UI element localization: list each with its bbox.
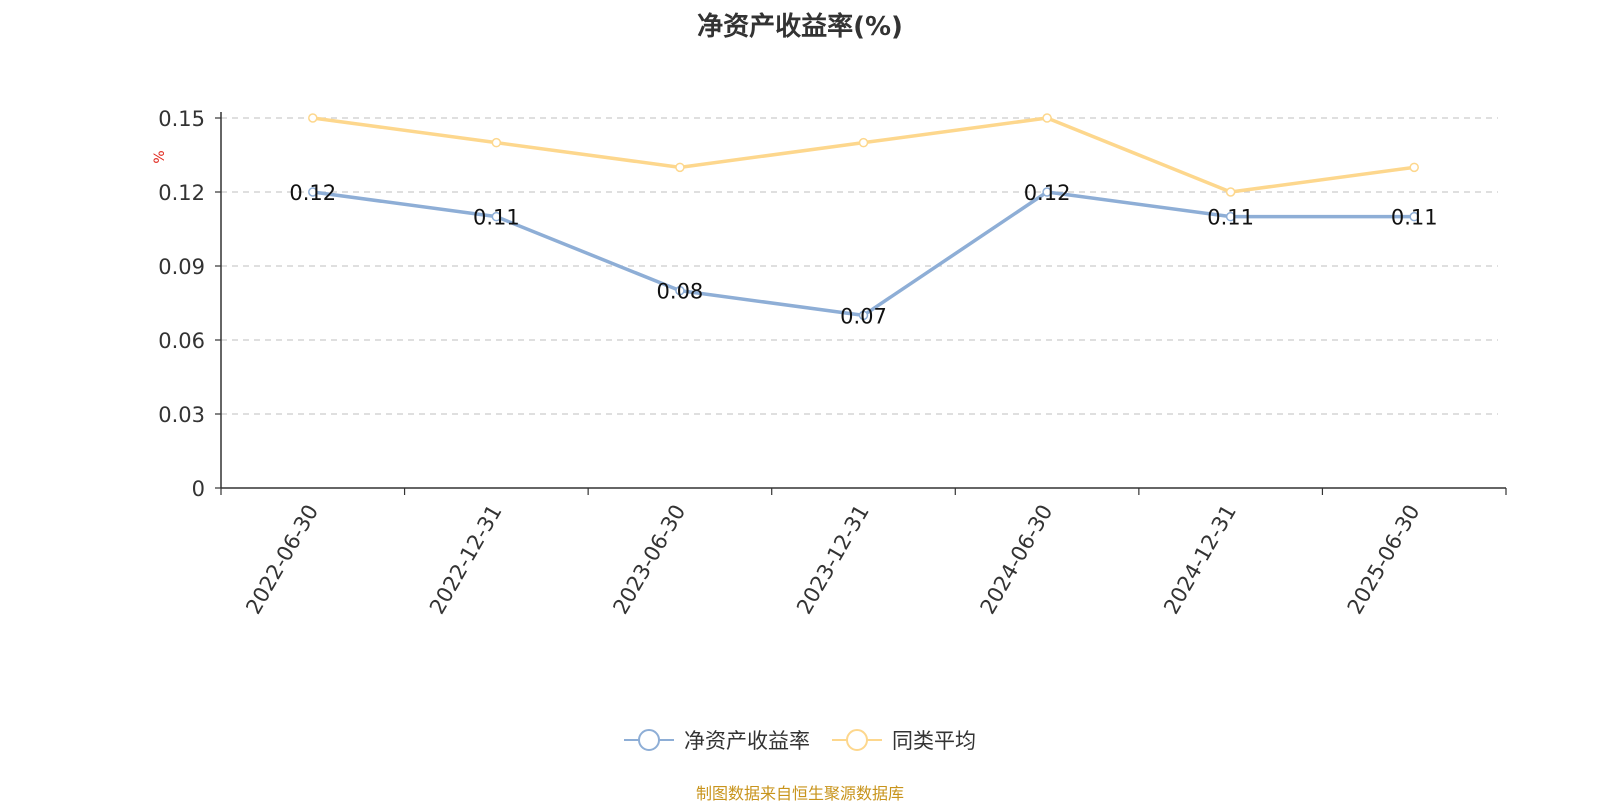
x-tick-label: 2023-06-30 [608, 501, 690, 619]
data-label: 0.08 [657, 280, 704, 304]
data-point-series-1 [858, 137, 869, 148]
data-label: 0.11 [1207, 206, 1254, 230]
data-point-series-1 [308, 113, 318, 123]
x-tick-label: 2022-12-31 [425, 501, 507, 619]
data-label: 0.12 [1024, 181, 1071, 205]
data-point-series-1 [1409, 162, 1419, 173]
y-tick-label: 0.03 [158, 403, 205, 427]
data-point-series-0 [1225, 211, 1236, 222]
legend-swatch-peer-average [832, 729, 882, 751]
data-point-series-0 [858, 310, 869, 321]
data-point-series-0 [491, 211, 502, 222]
y-tick-label: 0.12 [158, 181, 205, 205]
y-tick-label: 0 [192, 477, 205, 501]
chart-title: 净资产收益率(%) [697, 12, 903, 42]
series-line-1 [312, 116, 1415, 194]
data-label: 0.11 [1391, 206, 1438, 230]
y-tick-label: 0.09 [158, 255, 205, 279]
legend-item-peer-average[interactable]: 同类平均 [832, 725, 976, 755]
data-point-series-0 [308, 187, 318, 197]
data-label: 0.07 [840, 304, 887, 328]
data-point-series-0 [1042, 187, 1052, 197]
x-tick-label: 2025-06-30 [1343, 501, 1425, 619]
legend-swatch-roe [624, 729, 674, 751]
y-axis-label: % [152, 150, 168, 163]
data-point-series-1 [1225, 187, 1236, 197]
y-tick-label: 0.15 [158, 107, 205, 131]
legend-label-roe: 净资产收益率 [684, 729, 810, 753]
x-tick-label: 2024-12-31 [1159, 501, 1241, 619]
legend-label-peer-average: 同类平均 [892, 729, 976, 753]
x-tick-label: 2022-06-30 [241, 501, 323, 619]
x-tick-label: 2023-12-31 [792, 501, 874, 619]
x-tick-label: 2024-06-30 [976, 501, 1058, 619]
data-point-series-0 [1409, 211, 1419, 222]
chart-legend: 净资产收益率 同类平均 [0, 725, 1600, 755]
y-tick-label: 0.06 [158, 329, 205, 353]
data-label: 0.11 [473, 206, 520, 230]
data-source-note: 制图数据来自恒生聚源数据库 [695, 784, 904, 803]
data-point-series-1 [1042, 113, 1052, 123]
legend-item-roe[interactable]: 净资产收益率 [624, 725, 810, 755]
data-point-series-1 [675, 162, 685, 173]
data-label: 0.12 [289, 181, 336, 205]
data-point-series-0 [675, 285, 685, 296]
data-point-series-1 [491, 137, 502, 148]
